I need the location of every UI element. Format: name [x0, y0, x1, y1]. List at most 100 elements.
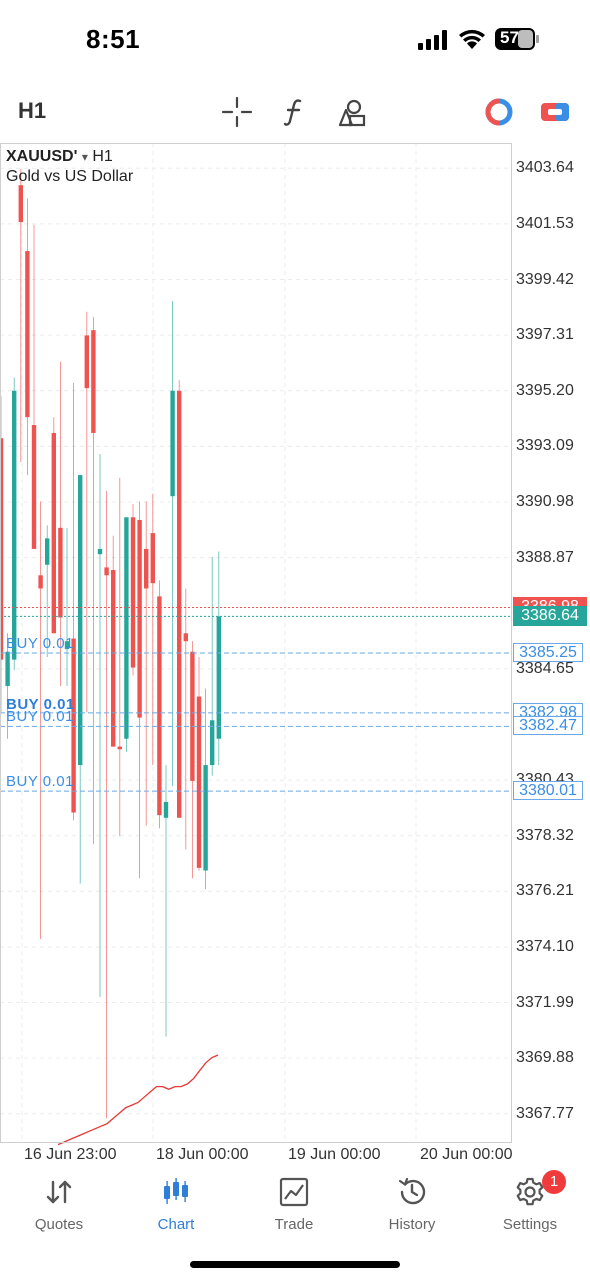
- candle-body: [0, 438, 4, 660]
- order-label[interactable]: BUY 0.01: [6, 695, 75, 713]
- candle: [58, 361, 63, 686]
- candle-body: [203, 765, 208, 871]
- candle-body: [25, 251, 30, 418]
- candle-body: [51, 432, 56, 634]
- time-scale-label: 20 Jun 00:00: [420, 1146, 513, 1163]
- order-price-tag[interactable]: 3380.01: [513, 781, 583, 801]
- candle: [124, 517, 129, 752]
- candle: [210, 556, 215, 776]
- status-time: 8:51: [86, 24, 141, 54]
- trade-toggle-icon[interactable]: [483, 96, 515, 128]
- candle-body: [84, 335, 89, 389]
- price-scale-label: 3390.98: [516, 493, 574, 510]
- nav-label-history: History: [388, 1216, 436, 1233]
- candle-body: [45, 538, 50, 565]
- candle: [157, 580, 162, 829]
- price-scale-label: 3374.10: [516, 937, 574, 955]
- candle-body: [190, 651, 195, 781]
- candle-body: [163, 801, 169, 818]
- function-icon[interactable]: [279, 96, 311, 128]
- symbol-header[interactable]: XAUUSD' ▾ H1: [6, 148, 113, 166]
- price-scale-label: 3397.31: [516, 326, 574, 344]
- one-click-trading-icon[interactable]: [539, 96, 571, 128]
- price-scale-label: 3388.87: [516, 548, 574, 566]
- candle: [183, 588, 188, 850]
- settings-icon: [516, 1177, 544, 1206]
- candle: [137, 501, 142, 879]
- candle-body: [111, 570, 116, 747]
- trade-icon: [279, 1177, 309, 1207]
- nav-chart[interactable]: Chart: [121, 1170, 231, 1234]
- candle: [130, 504, 136, 676]
- order-price-tag[interactable]: 3385.25: [513, 643, 583, 663]
- candle-body: [137, 519, 142, 718]
- time-scale-label: 19 Jun 00:00: [288, 1146, 381, 1163]
- price-scale-label: 3401.53: [516, 214, 574, 232]
- nav-history[interactable]: History: [357, 1170, 467, 1234]
- candle: [84, 311, 89, 713]
- nav-quotes[interactable]: Quotes: [4, 1170, 114, 1234]
- crosshair-icon[interactable]: [221, 96, 253, 128]
- wifi-icon: [459, 29, 485, 49]
- nav-settings[interactable]: Settings 1: [475, 1170, 585, 1234]
- candle-body: [78, 475, 83, 766]
- symbol-name[interactable]: XAUUSD': [6, 148, 78, 165]
- candle-body: [12, 390, 17, 660]
- timeframe-button[interactable]: H1: [18, 98, 47, 123]
- candle: [150, 493, 155, 766]
- order-price-tag[interactable]: 3382.47: [513, 716, 583, 736]
- price-scale-label: 3371.99: [516, 993, 574, 1011]
- price-chart[interactable]: [0, 143, 590, 1168]
- candle: [97, 454, 103, 998]
- candle-body: [38, 575, 43, 589]
- candle-body: [157, 596, 162, 816]
- candle-body: [196, 696, 202, 868]
- candle-body: [5, 651, 10, 686]
- candle: [71, 382, 76, 821]
- order-label[interactable]: BUY 0.01: [6, 708, 74, 726]
- candle: [64, 527, 70, 686]
- candle-body: [104, 567, 109, 576]
- candle: [51, 417, 56, 634]
- candle-body: [183, 633, 188, 642]
- candle-body: [64, 641, 70, 650]
- price-scale-label: 3367.77: [516, 1104, 574, 1122]
- price-scale-label: 3369.88: [516, 1049, 574, 1067]
- price-scale-label: 3395.20: [516, 381, 574, 399]
- candlestick-chart[interactable]: [0, 143, 590, 1168]
- price-scale-label: 3376.21: [516, 882, 574, 900]
- time-scale-label: 18 Jun 00:00: [156, 1146, 249, 1163]
- quotes-icon: [46, 1180, 72, 1204]
- order-label[interactable]: BUY 0.01: [6, 773, 74, 791]
- candle: [196, 656, 202, 871]
- candle: [163, 765, 169, 1037]
- candle-body: [124, 517, 129, 739]
- candle-body: [177, 390, 182, 818]
- candle-body: [97, 548, 103, 555]
- nav-trade[interactable]: Trade: [239, 1170, 349, 1234]
- nav-label-trade: Trade: [274, 1216, 314, 1233]
- objects-icon[interactable]: [336, 96, 368, 128]
- candle-body: [170, 390, 175, 497]
- cellular-signal-icon: [418, 30, 447, 50]
- candle: [38, 501, 43, 940]
- chevron-down-icon[interactable]: ▾: [81, 150, 88, 164]
- candle: [117, 477, 122, 837]
- candle-body: [58, 527, 63, 618]
- candle: [18, 169, 23, 462]
- price-scale-label: 3384.65: [516, 659, 574, 677]
- candle-body: [150, 533, 155, 584]
- nav-label-settings: Settings: [502, 1216, 558, 1233]
- candle: [5, 633, 10, 739]
- candle: [45, 525, 50, 657]
- candle-body: [91, 330, 96, 433]
- chart-icon: [164, 1178, 188, 1204]
- candle-body: [216, 616, 221, 739]
- order-label[interactable]: BUY 0.01: [6, 635, 74, 653]
- nav-label-quotes: Quotes: [34, 1216, 84, 1233]
- indicator-line: [57, 1054, 219, 1146]
- symbol-description: Gold vs US Dollar: [6, 168, 134, 185]
- status-bar: 8:51 57: [0, 0, 590, 80]
- bid-price-tag[interactable]: 3386.64: [513, 606, 587, 627]
- candle-body: [210, 720, 215, 766]
